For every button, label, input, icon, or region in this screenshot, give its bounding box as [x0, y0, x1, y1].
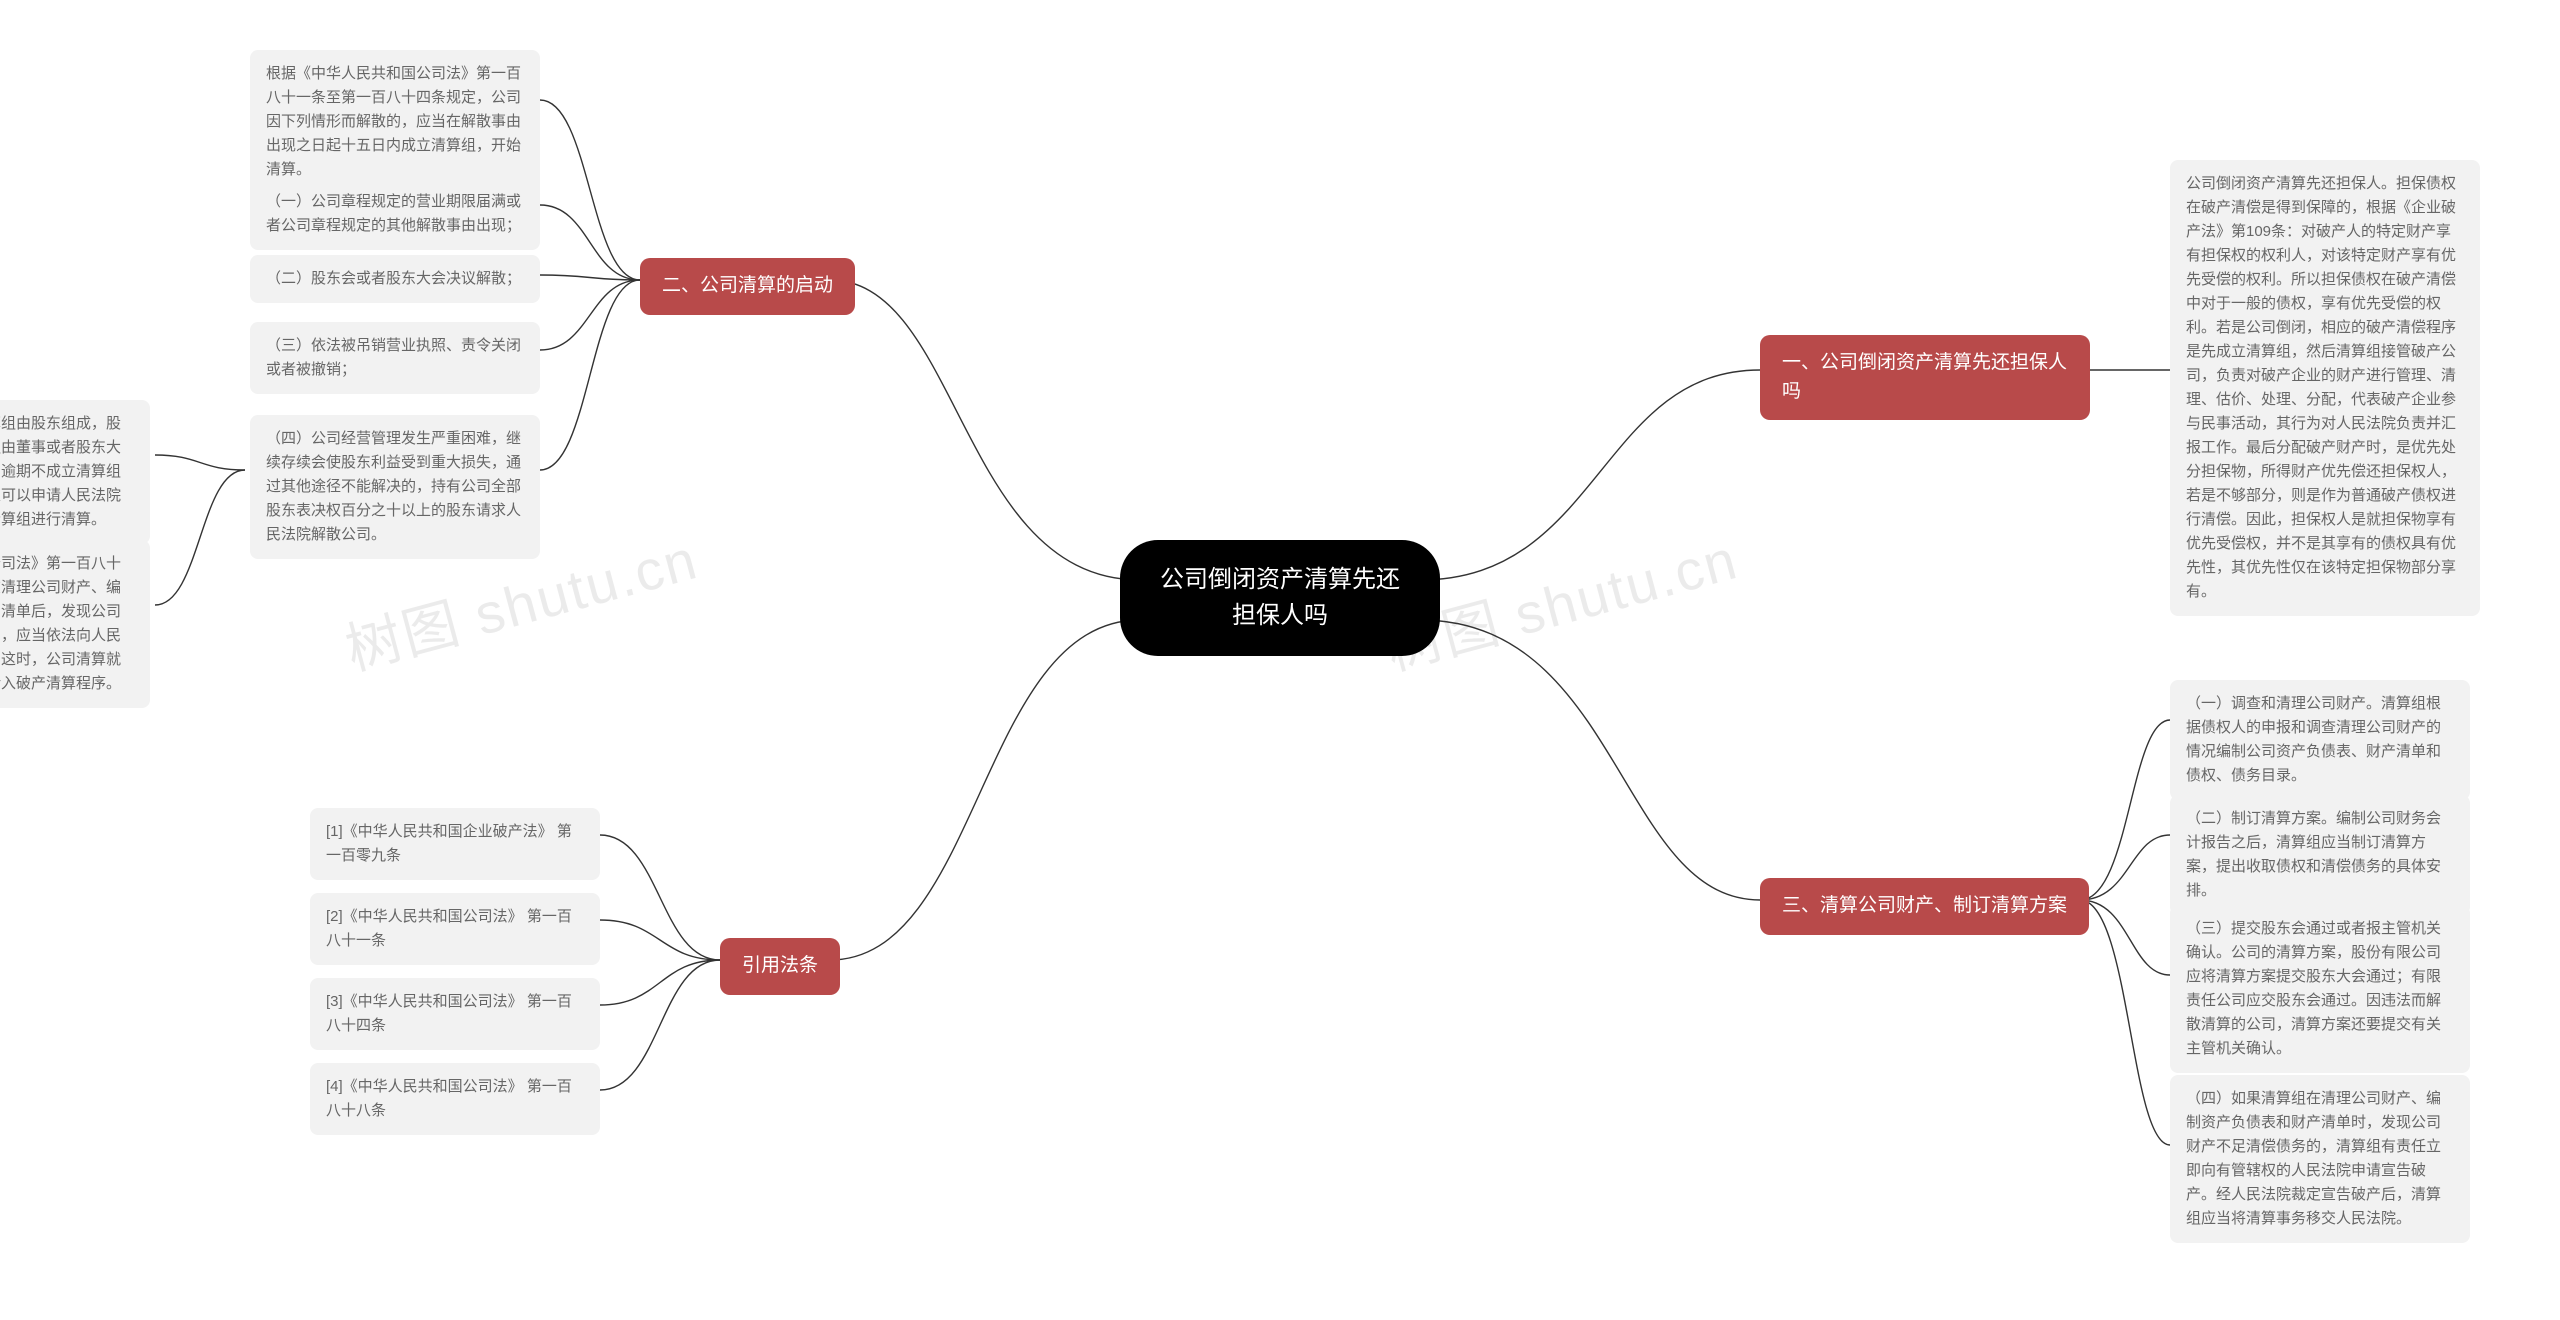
leaf-node-b3-0: （一）调查和清理公司财产。清算组根据债权人的申报和调查清理公司财产的情况编制公司…	[2170, 680, 2470, 800]
leaf-node-b4-0: [1]《中华人民共和国企业破产法》 第一百零九条	[310, 808, 600, 880]
branch-node-2: 二、公司清算的启动	[640, 258, 855, 315]
leaf-node-b4-2: [3]《中华人民共和国公司法》 第一百八十四条	[310, 978, 600, 1050]
leaf-node-b2-3: （三）依法被吊销营业执照、责令关闭或者被撤销；	[250, 322, 540, 394]
leaf-node-b2-sub-1: 《中华人民共和国公司法》第一百八十八条规定：清算组在清理公司财产、编制资产负债表…	[0, 540, 150, 708]
branch-node-4: 引用法条	[720, 938, 840, 995]
center-node: 公司倒闭资产清算先还担保人吗	[1120, 540, 1440, 656]
leaf-node-b4-3: [4]《中华人民共和国公司法》 第一百八十八条	[310, 1063, 600, 1135]
branch-node-3: 三、清算公司财产、制订清算方案	[1760, 878, 2089, 935]
leaf-node-b2-2: （二）股东会或者股东大会决议解散；	[250, 255, 540, 303]
leaf-node-b2-4: （四）公司经营管理发生严重困难，继续存续会使股东利益受到重大损失，通过其他途径不…	[250, 415, 540, 559]
branch-node-1: 一、公司倒闭资产清算先还担保人吗	[1760, 335, 2090, 420]
leaf-node-b4-1: [2]《中华人民共和国公司法》 第一百八十一条	[310, 893, 600, 965]
leaf-node-b3-3: （四）如果清算组在清理公司财产、编制资产负债表和财产清单时，发现公司财产不足清偿…	[2170, 1075, 2470, 1243]
leaf-node-b3-2: （三）提交股东会通过或者报主管机关确认。公司的清算方案，股份有限公司应将清算方案…	[2170, 905, 2470, 1073]
leaf-node-b1-0: 公司倒闭资产清算先还担保人。担保债权在破产清偿是得到保障的，根据《企业破产法》第…	[2170, 160, 2480, 616]
leaf-node-b2-1: （一）公司章程规定的营业期限届满或者公司章程规定的其他解散事由出现；	[250, 178, 540, 250]
leaf-node-b3-1: （二）制订清算方案。编制公司财务会计报告之后，清算组应当制订清算方案，提出收取债…	[2170, 795, 2470, 915]
leaf-node-b2-sub-0: 有限责任公司的清算组由股东组成，股份有限公司的清算组由董事或者股东大会确定的人员…	[0, 400, 150, 544]
leaf-node-b2-0: 根据《中华人民共和国公司法》第一百八十一条至第一百八十四条规定，公司因下列情形而…	[250, 50, 540, 194]
